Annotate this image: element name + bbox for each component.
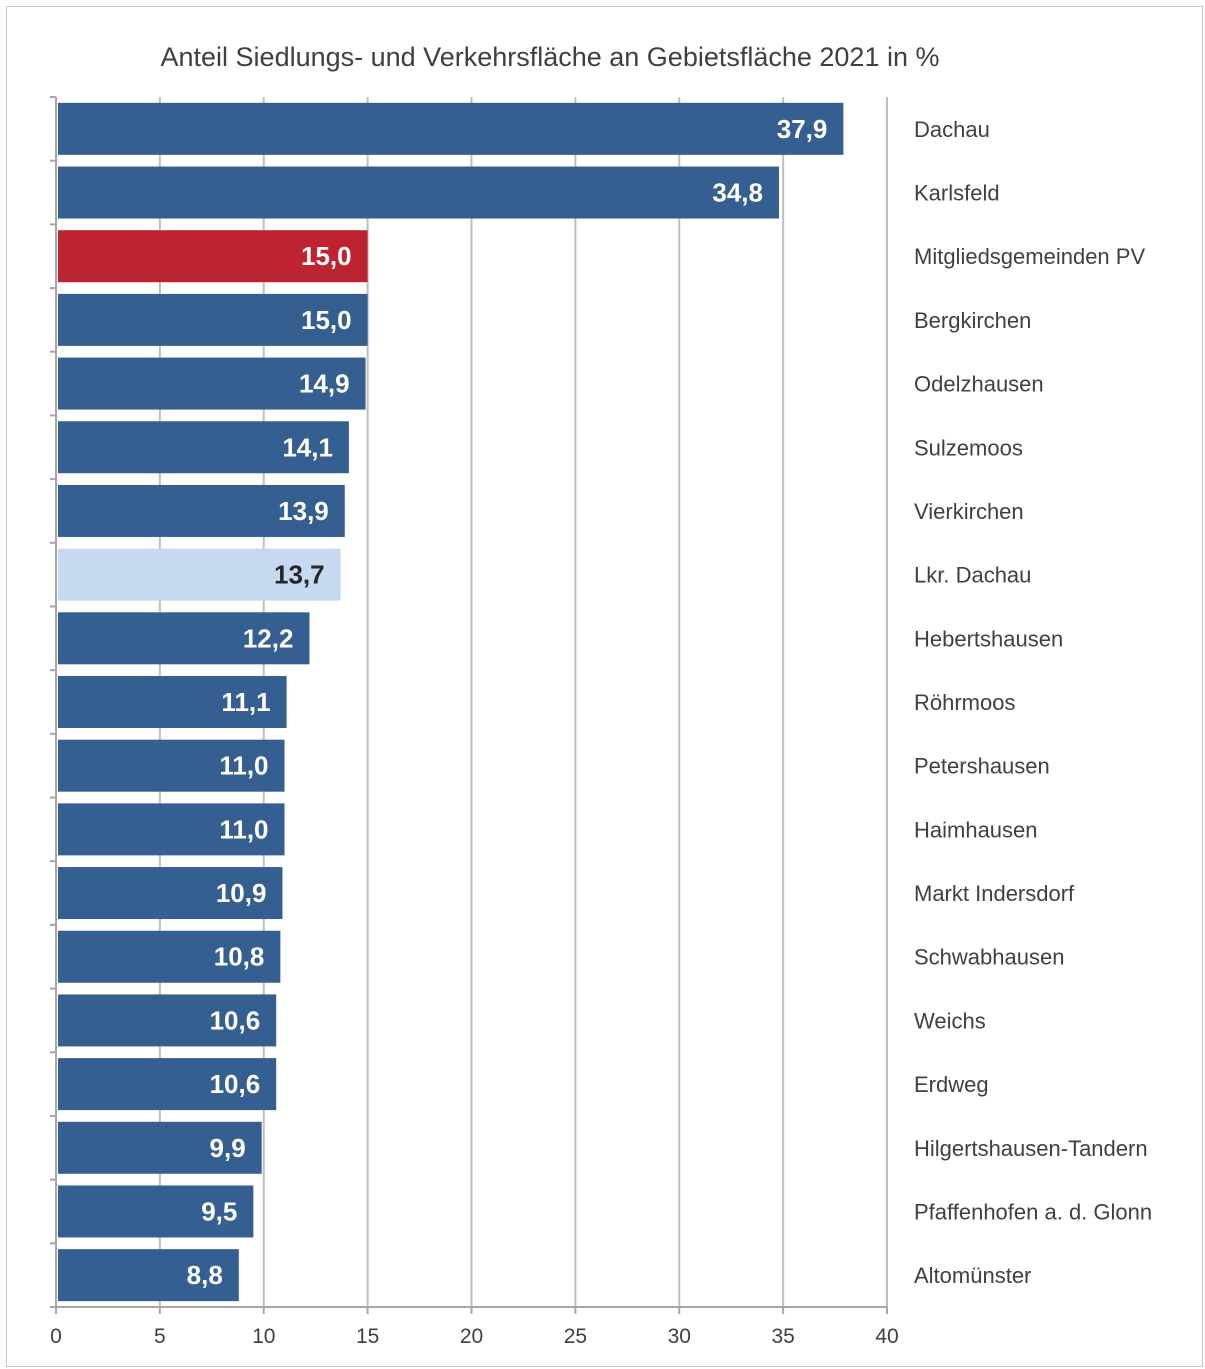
labels: 37,9 Dachau 34,8 Karlsfeld 15,0 Mitgliedsgeme… <box>50 114 1152 1348</box>
data-label: 12,2 <box>243 623 294 653</box>
chart-title: Anteil Siedlungs- und Verkehrsfläche an … <box>161 42 940 72</box>
category-label: Odelzhausen <box>914 372 1044 397</box>
category-label: Altomünster <box>914 1263 1031 1288</box>
data-label: 10,9 <box>216 878 267 908</box>
bar <box>58 484 345 537</box>
category-label: Petershausen <box>914 754 1050 779</box>
bar <box>58 1121 262 1174</box>
bar <box>58 1249 239 1302</box>
category-label: Haimhausen <box>914 817 1038 842</box>
bar <box>58 803 285 856</box>
category-label: Dachau <box>914 117 990 142</box>
data-label: 15,0 <box>301 241 352 271</box>
x-tick-label: 20 <box>460 1325 483 1348</box>
data-label: 10,6 <box>210 1069 261 1099</box>
category-label: Hebertshausen <box>914 626 1063 651</box>
data-label: 14,1 <box>282 432 333 462</box>
bar <box>58 357 366 410</box>
bar <box>58 612 310 665</box>
category-label: Lkr. Dachau <box>914 563 1031 588</box>
category-label: Mitgliedsgemeinden PV <box>914 244 1145 269</box>
bar <box>58 230 368 283</box>
bars <box>58 102 844 1302</box>
data-label: 15,0 <box>301 305 352 335</box>
category-label: Vierkirchen <box>914 499 1024 524</box>
data-label: 14,9 <box>299 369 350 399</box>
bar <box>58 930 281 983</box>
category-label: Bergkirchen <box>914 308 1031 333</box>
data-label: 9,5 <box>201 1196 237 1226</box>
data-label: 11,1 <box>221 687 270 717</box>
category-label: Hilgertshausen-Tandern <box>914 1136 1148 1161</box>
bar <box>58 1185 254 1238</box>
data-label: 37,9 <box>777 114 828 144</box>
data-label: 10,8 <box>214 942 265 972</box>
chart-frame: Anteil Siedlungs- und Verkehrsfläche an … <box>6 6 1203 1367</box>
data-label: 13,7 <box>274 560 325 590</box>
bar <box>58 548 341 601</box>
x-tick-label: 25 <box>564 1325 587 1348</box>
x-tick-label: 30 <box>668 1325 691 1348</box>
bar <box>58 676 287 728</box>
bar <box>58 421 349 474</box>
category-label: Erdweg <box>914 1072 989 1097</box>
bar <box>58 739 285 792</box>
bar-chart: Anteil Siedlungs- und Verkehrsfläche an … <box>50 42 1152 1348</box>
data-label: 11,0 <box>219 751 268 781</box>
data-label: 11,0 <box>219 814 268 844</box>
x-tick-label: 0 <box>50 1325 62 1348</box>
category-label: Markt Indersdorf <box>914 881 1075 906</box>
bar <box>58 1058 277 1111</box>
x-tick-label: 15 <box>356 1325 379 1348</box>
data-label: 8,8 <box>187 1260 223 1290</box>
x-tick-label: 35 <box>771 1325 794 1348</box>
category-label: Sulzemoos <box>914 435 1023 460</box>
category-label: Weichs <box>914 1008 986 1033</box>
bar <box>58 293 368 346</box>
category-label: Röhrmoos <box>914 690 1015 715</box>
x-tick-label: 40 <box>875 1325 898 1348</box>
x-tick-label: 5 <box>154 1325 166 1348</box>
bar <box>58 867 283 920</box>
data-label: 34,8 <box>712 178 763 208</box>
category-label: Schwabhausen <box>914 945 1064 970</box>
category-label: Karlsfeld <box>914 181 1000 206</box>
data-label: 13,9 <box>278 496 329 526</box>
data-label: 9,9 <box>210 1133 246 1163</box>
data-label: 10,6 <box>210 1005 261 1035</box>
x-tick-label: 10 <box>252 1325 275 1348</box>
axes <box>50 96 888 1314</box>
bar <box>58 102 844 155</box>
bar <box>58 166 779 219</box>
category-label: Pfaffenhofen a. d. Glonn <box>914 1199 1152 1224</box>
bar <box>58 994 277 1047</box>
